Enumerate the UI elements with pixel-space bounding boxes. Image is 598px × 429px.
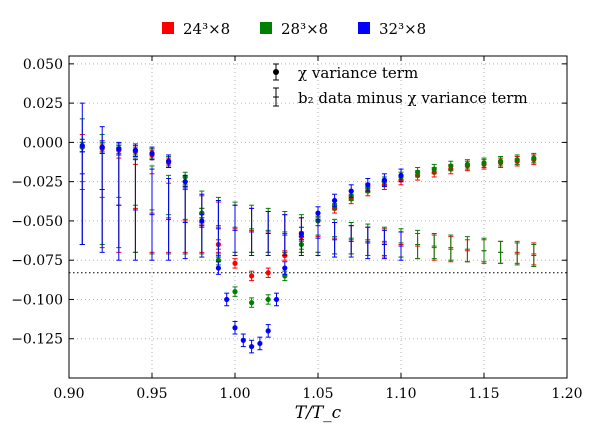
y-tick-labels: 0.050 0.025 0.000 −0.025 −0.050 −0.075 −0.100 −… [11, 57, 63, 348]
variance-point [224, 296, 230, 303]
series-2 [79, 102, 404, 354]
legend-label-24: 24³×8 [183, 20, 230, 38]
variance-point [498, 158, 504, 164]
variance-point [381, 177, 387, 183]
variance-point [232, 325, 238, 331]
variance-point [481, 160, 487, 166]
y-tick-label: −0.125 [11, 332, 63, 348]
legend-variance-label: χ variance term [298, 64, 418, 82]
variance-point [514, 157, 520, 163]
variance-point [531, 155, 537, 161]
variance-point [182, 179, 188, 185]
variance-point [265, 328, 271, 334]
x-tick-labels: 0.90 0.95 1.00 1.05 1.10 1.15 1.20 [53, 386, 582, 402]
variance-point [99, 144, 105, 150]
series-layer [79, 102, 537, 354]
variance-point [249, 343, 255, 350]
y-tick-label: −0.100 [11, 292, 63, 308]
legend-swatch-28 [260, 22, 272, 34]
x-tick-label: 1.10 [385, 386, 416, 402]
x-tick-label: 1.00 [219, 386, 250, 402]
y-tick-label: 0.000 [23, 135, 63, 151]
top-legend: 24³×8 28³×8 32³×8 [162, 20, 426, 38]
legend-swatch-32 [358, 22, 370, 34]
variance-point [315, 210, 321, 216]
legend-label-32: 32³×8 [379, 20, 426, 38]
variance-point [149, 150, 155, 156]
y-tick-label: −0.075 [11, 253, 63, 269]
x-tick-label: 0.95 [136, 386, 167, 402]
x-tick-label: 0.90 [53, 386, 84, 402]
legend-label-28: 28³×8 [281, 20, 328, 38]
variance-point [398, 172, 404, 178]
variance-point [282, 265, 288, 271]
variance-point [273, 296, 280, 303]
variance-point [232, 289, 238, 295]
series-1 [79, 118, 537, 308]
axis-ticks [68, 56, 568, 378]
variance-point [415, 169, 421, 175]
variance-point [249, 273, 255, 279]
variance-point [79, 142, 85, 149]
variance-point [240, 337, 246, 343]
variance-point [215, 265, 221, 271]
variance-point [199, 218, 205, 224]
x-axis-title: T/T_c [295, 403, 342, 423]
variance-point [257, 340, 263, 347]
x-tick-label: 1.15 [468, 386, 499, 402]
y-tick-label: 0.050 [23, 57, 63, 73]
variance-point [365, 182, 371, 188]
variance-point [431, 166, 437, 172]
variance-point [132, 147, 138, 153]
x-tick-label: 1.20 [551, 386, 582, 402]
variance-point [298, 230, 304, 237]
variance-point [348, 188, 354, 194]
legend-variance-marker [273, 69, 279, 75]
variance-point [448, 163, 454, 169]
variance-point [265, 296, 271, 303]
variance-point [249, 300, 255, 306]
inner-legend: χ variance term b₂ data minus χ variance… [273, 63, 528, 107]
variance-point [116, 146, 122, 152]
variance-point [464, 161, 470, 167]
legend-difference-label: b₂ data minus χ variance term [298, 89, 528, 107]
variance-point [232, 260, 238, 266]
variance-point [166, 158, 172, 164]
y-tick-label: 0.025 [23, 96, 63, 112]
x-tick-label: 1.05 [302, 386, 333, 402]
variance-point [332, 197, 338, 204]
y-tick-label: −0.050 [11, 214, 63, 230]
variance-point [265, 270, 271, 276]
legend-swatch-24 [162, 22, 174, 34]
y-tick-label: −0.025 [11, 175, 63, 191]
